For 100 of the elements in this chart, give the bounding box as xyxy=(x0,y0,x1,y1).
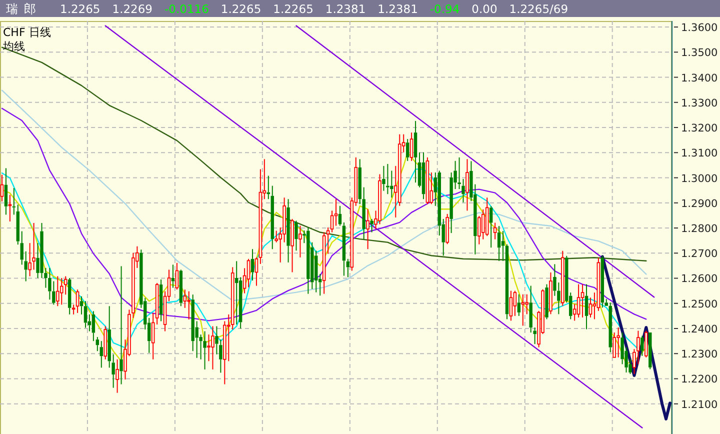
candlestick xyxy=(529,285,532,334)
candlestick xyxy=(596,257,600,312)
text: 1.2265 xyxy=(220,2,262,16)
candlestick xyxy=(414,120,418,184)
candlestick xyxy=(505,244,509,320)
text: 1.2265 xyxy=(273,2,314,16)
y-tick-label: 1.3100 xyxy=(681,148,718,160)
candlestick xyxy=(314,250,318,293)
candlestick xyxy=(616,326,620,358)
candlestick xyxy=(56,276,60,307)
candlestick xyxy=(250,248,254,282)
chart-title: 瑞郎 xyxy=(6,2,42,16)
candlestick xyxy=(458,156,461,190)
y-tick-label: 1.2600 xyxy=(681,273,718,286)
candlestick xyxy=(406,138,410,162)
candlestick xyxy=(608,302,612,353)
y-tick-label: 1.2300 xyxy=(681,348,718,361)
y-tick-label: 1.3500 xyxy=(681,47,718,60)
y-tick-label: 1.3400 xyxy=(681,72,718,84)
text: -0.94 xyxy=(430,2,460,16)
candlestick xyxy=(493,222,497,240)
text: 1.2381 xyxy=(378,2,418,16)
candlestick xyxy=(636,330,640,365)
candlestick xyxy=(238,276,242,329)
candlestick xyxy=(620,332,624,365)
candlestick xyxy=(8,194,12,222)
text: -0.0116 xyxy=(164,2,209,16)
candlestick xyxy=(382,165,386,192)
candlestick xyxy=(481,208,485,240)
candlestick xyxy=(501,230,505,262)
text: 1.2381 xyxy=(325,2,366,16)
candlestick xyxy=(226,314,230,362)
candlestick xyxy=(48,267,52,300)
candlestick xyxy=(16,204,20,246)
candlestick xyxy=(525,294,529,315)
text: 1.2265 xyxy=(60,2,100,16)
candlestick xyxy=(219,339,222,374)
candlestick xyxy=(580,284,584,318)
candlestick xyxy=(298,225,302,258)
candlestick xyxy=(64,276,68,296)
candlestick xyxy=(234,260,238,325)
candlestick xyxy=(366,208,370,250)
candlestick xyxy=(294,220,298,252)
candlestick xyxy=(28,242,32,277)
legend-title: 均线 xyxy=(2,40,25,53)
candlestick xyxy=(20,230,24,266)
y-tick-label: 1.3300 xyxy=(681,97,718,110)
chart-subtitle: CHF 日线 xyxy=(3,26,51,39)
candlestick xyxy=(60,277,64,306)
candlestick xyxy=(462,178,465,203)
candlestick xyxy=(112,354,115,388)
candlestick xyxy=(282,197,286,243)
y-tick-label: 1.2700 xyxy=(681,248,718,260)
candlestick xyxy=(159,279,163,322)
y-tick-label: 1.2200 xyxy=(681,374,718,386)
candlestick xyxy=(584,284,588,330)
candlestick xyxy=(489,206,493,248)
candlestick xyxy=(334,198,338,226)
candlestick xyxy=(553,264,556,296)
candlestick xyxy=(517,294,521,316)
text: 1.2269 xyxy=(112,2,152,16)
candlestick xyxy=(497,225,501,262)
y-tick-label: 1.3600 xyxy=(681,22,718,34)
text: 0.00 xyxy=(472,2,498,16)
candlestick xyxy=(286,198,290,263)
candlestick xyxy=(422,152,426,200)
candlestick xyxy=(326,227,330,254)
candlestick xyxy=(362,186,366,240)
candlestick xyxy=(466,158,469,212)
y-tick-label: 1.3000 xyxy=(681,172,718,185)
y-tick-label: 1.3200 xyxy=(681,122,718,135)
text: 1.2265/69 xyxy=(509,2,568,16)
candlestick xyxy=(203,330,206,370)
line-series xyxy=(1,90,647,302)
candlestick xyxy=(40,222,44,278)
candlestick xyxy=(104,326,108,360)
candlestick xyxy=(187,290,191,320)
candlestick xyxy=(80,296,84,315)
y-tick-label: 1.2500 xyxy=(681,298,718,310)
candlestick xyxy=(211,326,214,370)
candlestick xyxy=(576,284,580,318)
candlestick xyxy=(116,358,119,394)
candlestick xyxy=(390,170,394,198)
candlestick xyxy=(521,294,525,326)
candlestick xyxy=(230,266,234,330)
candlestick xyxy=(12,188,16,216)
y-tick-label: 1.2900 xyxy=(681,198,718,210)
candlestick xyxy=(386,163,390,195)
candlestick xyxy=(171,264,175,288)
candlestick xyxy=(151,312,155,360)
candlestick xyxy=(92,310,96,342)
candlestick xyxy=(632,348,636,374)
candlestick xyxy=(207,334,210,362)
candlestick xyxy=(533,326,536,345)
y-tick-label: 1.2800 xyxy=(681,223,718,235)
candlestick xyxy=(84,300,88,328)
candlestick xyxy=(68,277,72,315)
candlestick xyxy=(24,250,28,282)
candlestick xyxy=(450,172,453,234)
candlestick xyxy=(4,168,8,216)
